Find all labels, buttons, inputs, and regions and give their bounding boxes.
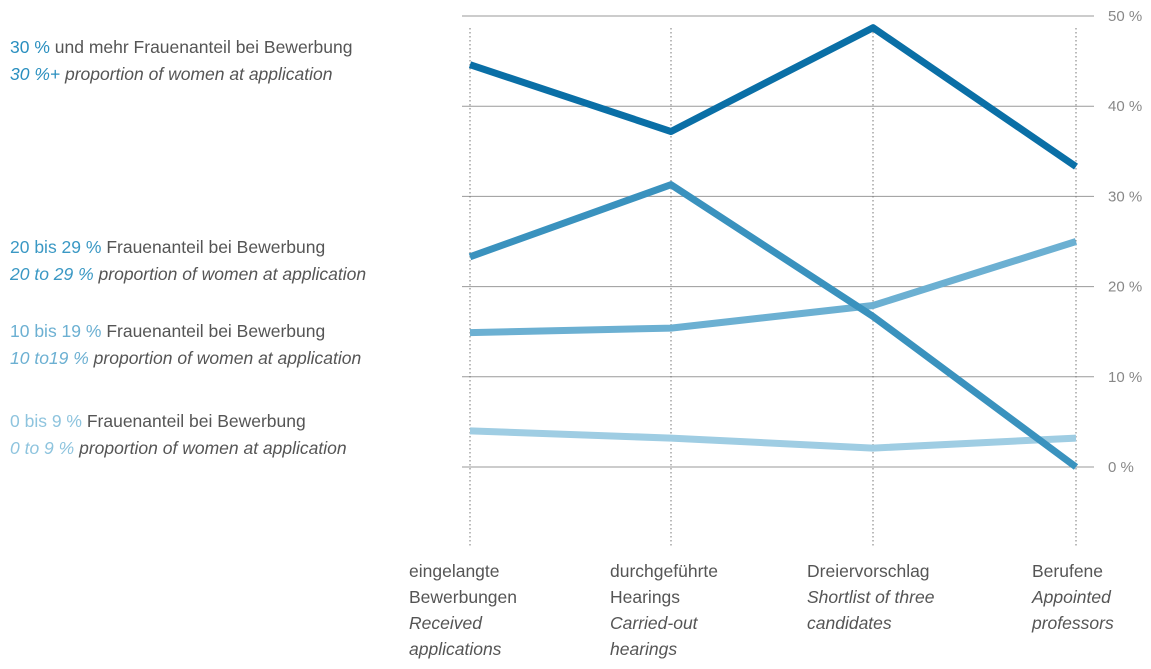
legend-series-1: 20 bis 29 % Frauenanteil bei Bewerbung 2… (10, 234, 366, 288)
legend-accent: 10 bis 19 % (10, 321, 102, 341)
y-tick-label-0: 0 % (1108, 459, 1134, 476)
legend-accent: 10 to19 % (10, 348, 89, 368)
y-tick-label-30: 30 % (1108, 188, 1142, 205)
x-category-2: Dreiervorschlag Shortlist of three candi… (807, 561, 935, 633)
legend-label-de: 0 bis 9 % Frauenanteil bei Bewerbung (10, 411, 306, 431)
legend-series-0: 30 % und mehr Frauenanteil bei Bewerbung… (10, 34, 352, 88)
x-category-1: durchgeführte Hearings Carried-out heari… (610, 561, 718, 659)
legend-label-en: 10 to19 % proportion of women at applica… (10, 348, 362, 368)
legend-accent: 30 %+ (10, 64, 61, 84)
y-tick-label-40: 40 % (1108, 98, 1142, 115)
legend-series-2: 10 bis 19 % Frauenanteil bei Bewerbung 1… (10, 318, 361, 372)
legend-accent: 30 % (10, 37, 50, 57)
legend-series-3: 0 bis 9 % Frauenanteil bei Bewerbung 0 t… (10, 408, 347, 462)
legend-label-en: 0 to 9 % proportion of women at applicat… (10, 438, 347, 458)
series-line-3 (469, 427, 1077, 452)
legend-label-de: 20 bis 29 % Frauenanteil bei Bewerbung (10, 237, 326, 257)
series-line-1 (468, 181, 1079, 470)
legend-accent: 0 to 9 % (10, 438, 75, 458)
legend-accent: 20 to 29 % (10, 264, 94, 284)
x-category-0: eingelangte Bewerbungen Received applica… (409, 561, 517, 659)
legend-label-de: 10 bis 19 % Frauenanteil bei Bewerbung (10, 321, 326, 341)
series-line-2 (469, 238, 1078, 337)
legend-accent: 0 bis 9 % (10, 411, 82, 431)
y-axis-ticks: 0 % 10 % 20 % 30 % 40 % 50 % (1108, 8, 1142, 476)
legend-label-en: 30 %+ proportion of women at application (10, 64, 333, 84)
y-tick-label-50: 50 % (1108, 8, 1142, 25)
legend-accent: 20 bis 29 % (10, 237, 102, 257)
grid (462, 15, 1094, 468)
legend-label-de: 30 % und mehr Frauenanteil bei Bewerbung (10, 37, 353, 57)
y-tick-label-20: 20 % (1108, 279, 1142, 296)
series-lines (468, 24, 1079, 470)
series-line-0 (468, 24, 1078, 170)
legend-label-en: 20 to 29 % proportion of women at applic… (10, 264, 367, 284)
x-category-3: Berufene Appointed professors (1032, 561, 1114, 633)
y-tick-label-10: 10 % (1108, 369, 1142, 386)
